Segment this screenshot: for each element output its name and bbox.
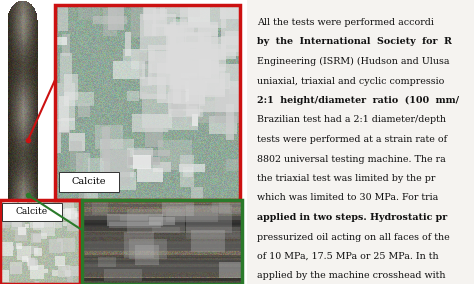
Text: Engineering (ISRM) (Hudson and Ulusa: Engineering (ISRM) (Hudson and Ulusa xyxy=(257,57,449,66)
Text: Brazilian test had a 2:1 diameter/depth: Brazilian test had a 2:1 diameter/depth xyxy=(257,116,446,124)
Text: All the tests were performed accordi: All the tests were performed accordi xyxy=(257,18,434,27)
Text: Calcite: Calcite xyxy=(72,178,106,187)
Bar xyxy=(82,200,242,284)
Text: which was limited to 30 MPa. For tria: which was limited to 30 MPa. For tria xyxy=(257,193,438,202)
Text: re: re xyxy=(174,39,226,82)
Text: of 10 MPa, 17.5 MPa or 25 MPa. In th: of 10 MPa, 17.5 MPa or 25 MPa. In th xyxy=(257,252,438,261)
Text: the triaxial test was limited by the pr: the triaxial test was limited by the pr xyxy=(257,174,436,183)
Bar xyxy=(247,0,474,284)
Text: applied in two steps. Hydrostatic pr: applied in two steps. Hydrostatic pr xyxy=(257,213,447,222)
Bar xyxy=(55,5,240,200)
Text: 8802 universal testing machine. The ra: 8802 universal testing machine. The ra xyxy=(257,154,446,164)
Bar xyxy=(0,200,80,284)
Text: by  the  International  Society  for  R: by the International Society for R xyxy=(257,37,452,47)
Bar xyxy=(59,172,119,192)
Text: tests were performed at a strain rate of: tests were performed at a strain rate of xyxy=(257,135,447,144)
Text: Calcite: Calcite xyxy=(16,208,48,216)
Bar xyxy=(2,203,62,221)
Text: 2:1  height/diameter  ratio  (100  mm/: 2:1 height/diameter ratio (100 mm/ xyxy=(257,96,459,105)
Text: pressurized oil acting on all faces of the: pressurized oil acting on all faces of t… xyxy=(257,233,450,241)
Text: uniaxial, triaxial and cyclic compressio: uniaxial, triaxial and cyclic compressio xyxy=(257,76,444,85)
Text: applied by the machine crosshead with: applied by the machine crosshead with xyxy=(257,272,446,281)
